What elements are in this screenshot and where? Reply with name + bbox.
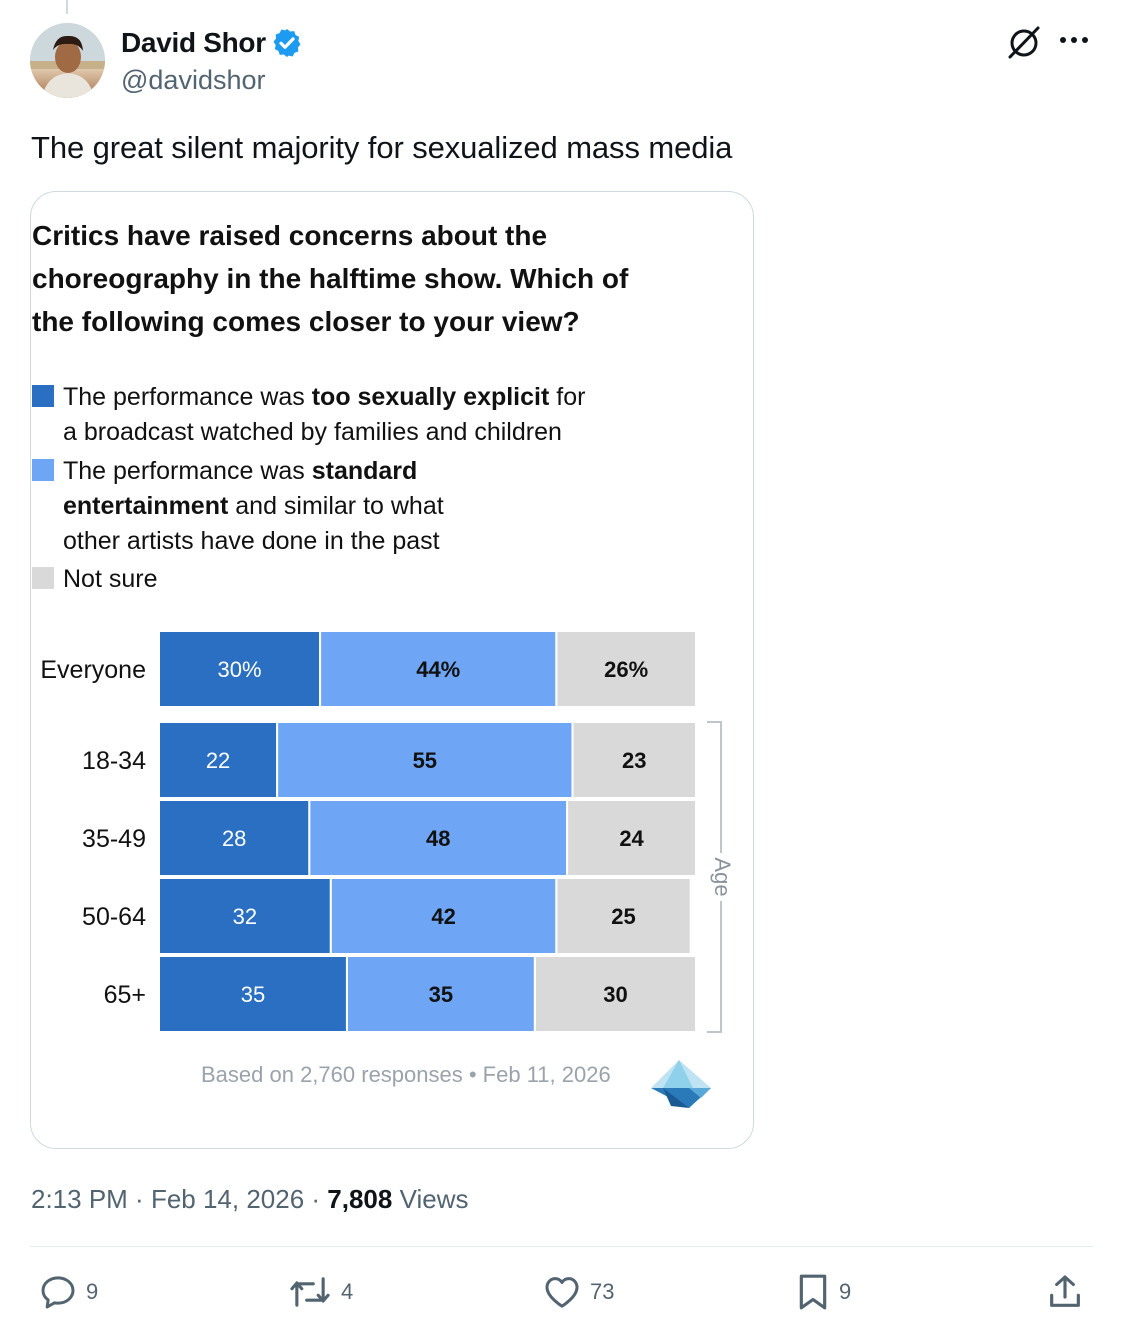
- divider: [30, 1246, 1093, 1247]
- legend-text-bold: standard: [311, 457, 418, 485]
- bar-value-label: 30: [603, 982, 627, 1007]
- bar-segment: [158, 630, 322, 708]
- bar-value-label: 42: [431, 904, 455, 929]
- avatar-image: [30, 23, 105, 98]
- age-axis-label: Age: [710, 857, 735, 896]
- bar-value-label: 32: [233, 904, 257, 929]
- category-label: 35-49: [82, 825, 146, 853]
- more-options-icon[interactable]: [1058, 30, 1090, 50]
- tweet-date[interactable]: Feb 14, 2026: [150, 1184, 305, 1214]
- chart-card[interactable]: Critics have raised concerns about the c…: [30, 191, 754, 1149]
- meta-separator: ·: [304, 1184, 328, 1214]
- chart-title: Critics have raised concerns about the c…: [32, 214, 702, 343]
- views-label: Views: [392, 1184, 469, 1214]
- stacked-bar-chart: Everyone 30% 44% 26% 18-34 22 55 23 35-49 28 48 24 5…: [40, 630, 735, 1033]
- legend-text: The performance was too sexually explici…: [63, 380, 663, 450]
- author-name[interactable]: David Shor: [121, 27, 266, 58]
- bar-segment: [329, 877, 558, 955]
- bar-segment: [158, 799, 311, 877]
- repost-count: 4: [341, 1279, 354, 1304]
- bar-value-label: 44%: [416, 657, 460, 682]
- like-count: 73: [590, 1279, 615, 1304]
- reply-button[interactable]: 9: [38, 1272, 98, 1312]
- legend-text-part: The performance was: [63, 457, 312, 485]
- share-icon: [1050, 1275, 1080, 1307]
- legend-text-line: other artists have done in the past: [63, 527, 440, 555]
- bar-value-label: 28: [222, 826, 246, 851]
- bar-segment: [158, 955, 348, 1033]
- bar-value-label: 35: [429, 982, 453, 1007]
- avatar[interactable]: [30, 23, 105, 98]
- category-label: 18-34: [82, 747, 146, 775]
- bar-value-label: 35: [241, 982, 265, 1007]
- legend-text-line: a broadcast watched by families and chil…: [63, 418, 562, 446]
- bar-value-label: 25: [611, 904, 635, 929]
- bar-value-label: 55: [413, 748, 437, 773]
- bar-value-label: 26%: [604, 657, 648, 682]
- thread-line: [66, 0, 68, 14]
- share-button[interactable]: [1045, 1272, 1085, 1312]
- legend-swatch-explicit: [32, 385, 54, 407]
- tweet-text: The great silent majority for sexualized…: [31, 130, 733, 165]
- legend-text-line: Not sure: [63, 565, 158, 593]
- grok-icon[interactable]: [1005, 23, 1043, 61]
- reply-icon: [41, 1276, 75, 1309]
- repost-icon: [290, 1277, 330, 1307]
- legend-text-part: and similar to what: [228, 492, 444, 520]
- bar-segment: [308, 799, 569, 877]
- bar-segment: [276, 721, 574, 799]
- repost-button[interactable]: 4: [287, 1272, 353, 1312]
- author-handle[interactable]: @davidshor: [121, 65, 266, 95]
- bookmark-count: 9: [839, 1279, 852, 1304]
- bar-segment: [555, 877, 692, 955]
- legend-text: Not sure: [63, 562, 663, 597]
- bookmark-button[interactable]: 9: [795, 1272, 851, 1312]
- legend-swatch-standard: [32, 459, 54, 481]
- reply-count: 9: [86, 1279, 99, 1304]
- legend-text: The performance was standard entertainme…: [63, 454, 663, 559]
- bar-value-label: 23: [622, 748, 646, 773]
- category-label: Everyone: [40, 656, 146, 684]
- bar-segment: [571, 721, 697, 799]
- like-button[interactable]: 73: [542, 1272, 614, 1312]
- bookmark-icon: [799, 1274, 827, 1310]
- views-count: 7,808: [327, 1184, 393, 1214]
- bar-segment: [158, 877, 332, 955]
- verified-badge-icon: [273, 29, 301, 57]
- legend-text-bold: too sexually explicit: [311, 383, 550, 411]
- chart-title-line: choreography in the halftime show. Which…: [32, 263, 629, 294]
- tweet-meta: 2:13 PM · Feb 14, 2026 · 7,808 Views: [31, 1184, 468, 1215]
- tweet-time[interactable]: 2:13 PM: [31, 1184, 128, 1214]
- bar-segment: [345, 955, 536, 1033]
- heart-icon: [545, 1277, 579, 1308]
- bar-value-label: 30%: [218, 657, 262, 682]
- meta-separator: ·: [127, 1184, 151, 1214]
- bar-value-label: 24: [619, 826, 644, 851]
- bar-value-label: 48: [426, 826, 450, 851]
- legend-text-part: The performance was: [63, 383, 312, 411]
- category-label: 50-64: [82, 903, 146, 931]
- chart-title-line: Critics have raised concerns about the: [32, 220, 548, 251]
- legend-text-bold: entertainment: [63, 492, 229, 520]
- source-note: Based on 2,760 responses • Feb 11, 2026: [201, 1062, 611, 1087]
- pollster-logo-icon: [651, 1060, 711, 1108]
- bar-value-label: 22: [206, 748, 230, 773]
- bar-segment: [555, 630, 697, 708]
- legend-swatch-not-sure: [32, 567, 54, 589]
- bar-segment: [566, 799, 697, 877]
- category-label: 65+: [104, 981, 146, 1009]
- chart-title-line: the following comes closer to your view?: [32, 306, 580, 337]
- bar-segment: [533, 955, 697, 1033]
- legend-text-part: for: [549, 383, 586, 411]
- age-label-background: [709, 853, 733, 901]
